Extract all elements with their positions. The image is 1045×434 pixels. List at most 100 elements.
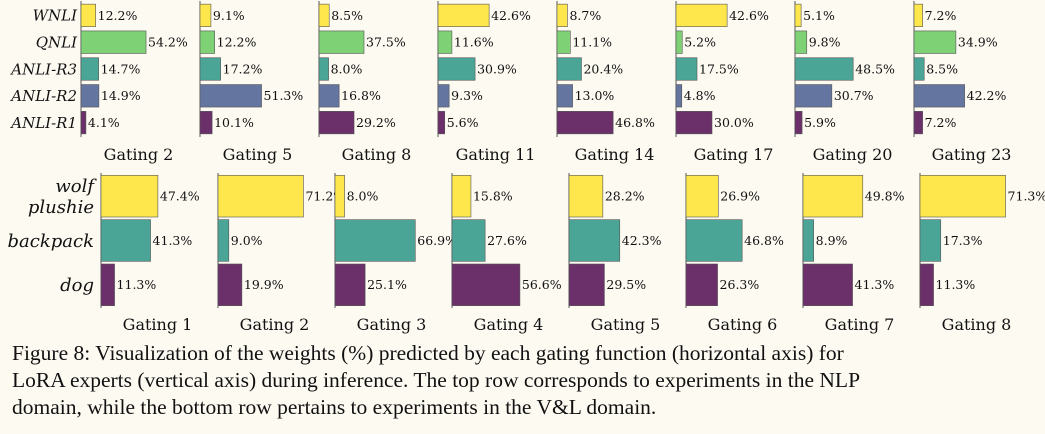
bar-value-label: 7.2% — [925, 8, 957, 23]
bar-value-label: 11.6% — [454, 35, 494, 50]
bar — [794, 3, 802, 27]
bar-value-label: 51.3% — [264, 88, 304, 103]
bar — [334, 175, 345, 218]
bar — [568, 263, 605, 306]
bar — [199, 30, 215, 54]
bar — [802, 175, 864, 218]
bar-value-label: 26.9% — [720, 189, 760, 204]
bar-value-label: 46.8% — [615, 115, 655, 130]
figure-caption: Figure 8: Visualization of the weights (… — [12, 340, 1037, 421]
bar — [217, 219, 230, 262]
bar-value-label: 5.1% — [803, 8, 835, 23]
bar-value-label: 7.2% — [925, 115, 957, 130]
bar-value-label: 4.1% — [88, 115, 120, 130]
bar-value-label: 20.4% — [583, 61, 623, 76]
bar — [451, 219, 486, 262]
bar — [675, 84, 683, 108]
bar-value-label: 13.0% — [575, 88, 615, 103]
bar-value-label: 14.9% — [101, 88, 141, 103]
bar-value-label: 28.2% — [605, 189, 645, 204]
bar — [217, 263, 243, 306]
panel-title: Gating 17 — [694, 145, 774, 164]
bar-value-label: 9.1% — [213, 8, 245, 23]
bar — [100, 263, 115, 306]
panel-title: Gating 23 — [932, 145, 1012, 164]
bar — [556, 3, 568, 27]
panel-title: Gating 11 — [456, 145, 536, 164]
bar-value-label: 8.9% — [816, 233, 848, 248]
bar-value-label: 9.0% — [231, 233, 263, 248]
bar — [568, 175, 604, 218]
bar — [556, 111, 614, 135]
bar-value-label: 30.0% — [714, 115, 754, 130]
bar — [199, 57, 221, 81]
caption-line: LoRA experts (vertical axis) during infe… — [12, 368, 861, 392]
bar-value-label: 30.7% — [834, 88, 874, 103]
bar-value-label: 5.6% — [447, 115, 479, 130]
bar — [334, 263, 366, 306]
bar-value-label: 11.3% — [936, 277, 976, 292]
bar-value-label: 56.6% — [522, 277, 562, 292]
bar — [919, 263, 934, 306]
caption-line: domain, while the bottom row pertains to… — [12, 395, 657, 419]
bar — [80, 30, 147, 54]
bar — [685, 175, 719, 218]
bar — [80, 3, 96, 27]
bar-value-label: 25.1% — [367, 277, 407, 292]
bar — [437, 3, 490, 27]
bar — [556, 30, 571, 54]
bar-value-label: 12.2% — [98, 8, 138, 23]
bar — [675, 57, 698, 81]
bar-value-label: 11.3% — [117, 277, 157, 292]
bar-value-label: 42.2% — [967, 88, 1007, 103]
bar-value-label: 54.2% — [148, 35, 188, 50]
bar — [318, 111, 355, 135]
bar — [675, 3, 728, 27]
bar-value-label: 71.3% — [1008, 189, 1045, 204]
bar-value-label: 41.3% — [855, 277, 895, 292]
bar-value-label: 30.9% — [477, 61, 517, 76]
bar-value-label: 8.5% — [926, 61, 958, 76]
bar — [685, 219, 743, 262]
bar-value-label: 48.5% — [855, 61, 895, 76]
bar — [334, 219, 416, 262]
bar — [794, 111, 803, 135]
panel-title: Gating 14 — [575, 145, 655, 164]
bar — [217, 175, 304, 218]
panel-title: Gating 2 — [240, 315, 310, 334]
expert-label: backpack — [8, 231, 94, 252]
bar-value-label: 29.2% — [356, 115, 396, 130]
bar — [675, 30, 683, 54]
bar-value-label: 14.7% — [101, 61, 141, 76]
bar — [100, 175, 159, 218]
bar — [802, 219, 814, 262]
bar-value-label: 37.5% — [366, 35, 406, 50]
bar — [556, 57, 582, 81]
bar-value-label: 8.7% — [569, 8, 601, 23]
bar — [794, 30, 808, 54]
bar-value-label: 17.2% — [223, 61, 263, 76]
bar — [80, 57, 99, 81]
panel-title: Gating 3 — [357, 315, 427, 334]
bar — [913, 111, 923, 135]
expert-label: WNLI — [33, 7, 79, 25]
bar — [318, 84, 340, 108]
bar — [794, 84, 833, 108]
bar — [675, 111, 713, 135]
bar — [919, 175, 1006, 218]
bar — [437, 84, 450, 108]
bar-value-label: 42.6% — [491, 8, 531, 23]
bar — [80, 111, 87, 135]
expert-label: ANLI-R3 — [9, 60, 77, 78]
bar — [451, 175, 472, 218]
bar — [100, 219, 151, 262]
bar — [913, 84, 965, 108]
bar — [919, 219, 942, 262]
bar-value-label: 10.1% — [214, 115, 254, 130]
bar — [437, 57, 476, 81]
bar-value-label: 17.3% — [943, 233, 983, 248]
bar-value-label: 26.3% — [720, 277, 760, 292]
bar-value-label: 16.8% — [341, 88, 381, 103]
bar-value-label: 49.8% — [865, 189, 905, 204]
